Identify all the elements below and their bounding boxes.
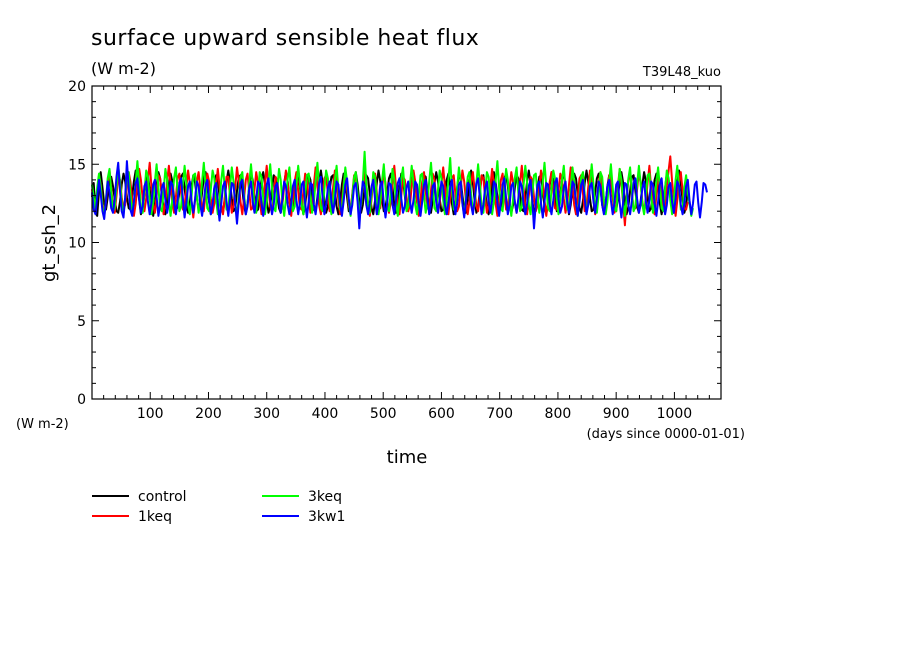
x-tick-label: 200 — [195, 406, 222, 422]
tick-layer — [92, 85, 721, 400]
x-tick-label: 800 — [545, 406, 572, 422]
y-tick-label: 5 — [77, 314, 86, 330]
x-tick-label: 700 — [486, 406, 513, 422]
plot-area: 100 200 300 400 500 600 700 800 900 1000 0 5 10 15 20 — [68, 79, 722, 422]
legend-label-control: control — [138, 489, 187, 505]
x-tick-label: 100 — [137, 406, 164, 422]
legend-label-3keq: 3keq — [308, 489, 342, 505]
y-tick-label: 0 — [77, 392, 86, 408]
y-tick-label: 20 — [68, 79, 86, 95]
x-tick-label: 500 — [370, 406, 397, 422]
chart-units: (W m-2) — [91, 59, 156, 78]
y-axis-title: gt_ssh_2 — [39, 204, 60, 282]
run-label: T39L48_kuo — [642, 65, 721, 80]
plot-frame — [91, 85, 722, 400]
y-tick-label: 15 — [68, 157, 86, 173]
tick-label-layer: 100 200 300 400 500 600 700 800 900 1000 0 5 10 15 20 — [68, 79, 692, 422]
legend: control 1keq 3keq 3kw1 — [92, 489, 345, 525]
x-tick-label: 900 — [603, 406, 630, 422]
x-axis-units: (days since 0000-01-01) — [587, 427, 745, 442]
x-tick-label: 600 — [428, 406, 455, 422]
x-tick-label: 300 — [253, 406, 280, 422]
x-tick-label: 1000 — [657, 406, 693, 422]
series-line-3kw1 — [91, 160, 708, 230]
y-axis-units: (W m-2) — [16, 417, 69, 432]
x-tick-label: 400 — [312, 406, 339, 422]
chart-title: surface upward sensible heat flux — [91, 26, 479, 51]
series-layer — [91, 150, 708, 230]
legend-label-3kw1: 3kw1 — [308, 509, 345, 525]
x-axis-title: time — [387, 447, 428, 468]
y-tick-label: 10 — [68, 236, 86, 252]
legend-label-1keq: 1keq — [138, 509, 172, 525]
series-line-3keq — [91, 150, 694, 219]
